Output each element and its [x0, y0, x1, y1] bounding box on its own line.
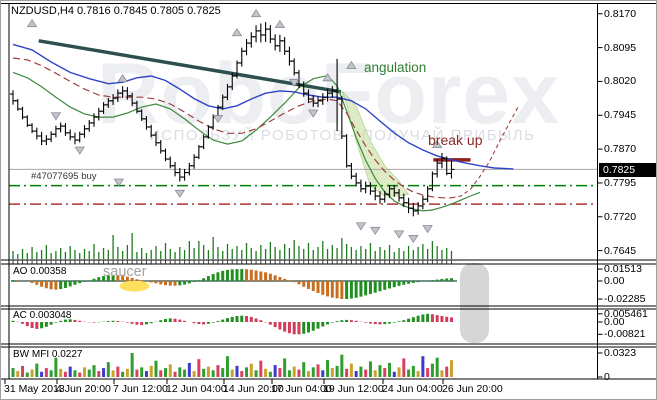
- fractal-down-arrow-icon: [212, 115, 224, 124]
- fractal-down-arrow-icon: [355, 222, 367, 231]
- annotation-break-up: break up: [428, 132, 483, 148]
- mfi-axis-label: 0.0323: [604, 347, 637, 359]
- fractal-up-arrow-icon: [231, 27, 243, 37]
- fractal-down-arrow-icon: [422, 225, 433, 234]
- fractal-up-arrow-icon: [431, 139, 443, 148]
- fractal-down-arrow-icon: [50, 112, 62, 121]
- price-tick-label: 0.7645: [604, 244, 637, 257]
- forecast-projection-dashed-line: [451, 106, 519, 199]
- price-tick-label: 0.7870: [604, 143, 637, 156]
- annotation-saucer: saucer: [103, 264, 147, 280]
- current-zone-highlight-pill: [460, 263, 489, 343]
- chart-symbol-ohlc-title: NZDUSD,H4 0.7816 0.7845 0.7805 0.7825: [11, 5, 221, 17]
- ac-axis-label: -0.00821: [604, 328, 646, 341]
- saucer-highlight-ellipse: [119, 280, 150, 292]
- time-axis-label: 19 Jun 12:00: [323, 383, 384, 395]
- time-axis-label: 14 Jun 20:00: [223, 383, 284, 395]
- fractal-down-arrow-icon: [288, 78, 300, 88]
- ac-indicator-title: AC 0.003048: [13, 310, 72, 321]
- mfi-axis-label: 0: [604, 371, 610, 383]
- current-price-badge: 0.7825: [599, 163, 656, 177]
- annotation-angulation: angulation: [364, 60, 427, 75]
- price-tick-label: 0.7945: [604, 109, 637, 122]
- time-axis-label: 12 Jun 04:00: [166, 383, 227, 395]
- ao-axis-label: -0.02285: [604, 293, 646, 306]
- time-axis-label: 26 Jun 20:00: [442, 383, 503, 395]
- fractal-down-arrow-icon: [74, 146, 85, 155]
- buy-order-label: #47077695 buy: [31, 171, 97, 182]
- angulation-shaded-wedge: [341, 90, 410, 197]
- fractal-up-arrow-icon: [274, 19, 286, 28]
- ma-fast-green-line: [12, 71, 481, 212]
- descending-trend-line[interactable]: [38, 39, 342, 94]
- time-axis-label: 4 Jun 20:00: [56, 383, 111, 395]
- fractal-down-arrow-icon: [174, 189, 186, 199]
- fractal-up-arrow-icon: [346, 60, 357, 70]
- ao-axis-label: 0.00: [604, 275, 625, 287]
- price-tick-label: 0.8020: [604, 75, 637, 88]
- fractal-up-arrow-icon: [117, 73, 128, 83]
- time-axis-label: 17 Jun 04:00: [271, 383, 332, 395]
- time-axis-label: 31 May 2013: [4, 383, 65, 395]
- price-tick-label: 0.8095: [604, 41, 637, 54]
- fractal-up-arrow-icon: [322, 73, 333, 82]
- ac-axis-label: 0.005461: [604, 307, 648, 320]
- price-tick-label: 0.7795: [604, 176, 637, 189]
- fractal-down-arrow-icon: [408, 235, 419, 244]
- ma-signal-red-dashed-line: [12, 57, 452, 199]
- ao-indicator-title: AO 0.00358: [13, 266, 67, 277]
- fractal-down-arrow-icon: [393, 230, 405, 239]
- ma-slow-blue-line: [12, 43, 514, 170]
- ac-axis-label: 0.00: [604, 316, 625, 328]
- fractal-up-arrow-icon: [250, 9, 262, 18]
- ao-axis-label: 0.01513: [604, 263, 642, 276]
- fractal-down-arrow-icon: [369, 226, 381, 236]
- price-tick-label: 0.8170: [604, 7, 637, 20]
- price-tick-label: 0.7720: [604, 210, 637, 223]
- time-axis-label: 24 Jun 04:00: [382, 383, 443, 395]
- fractal-down-arrow-icon: [113, 178, 125, 187]
- mfi-indicator-title: BW MFI 0.0227: [13, 349, 83, 360]
- fractal-down-arrow-icon: [308, 109, 319, 118]
- fractal-up-arrow-icon: [26, 18, 38, 28]
- time-axis-label: 7 Jun 12:00: [113, 383, 168, 395]
